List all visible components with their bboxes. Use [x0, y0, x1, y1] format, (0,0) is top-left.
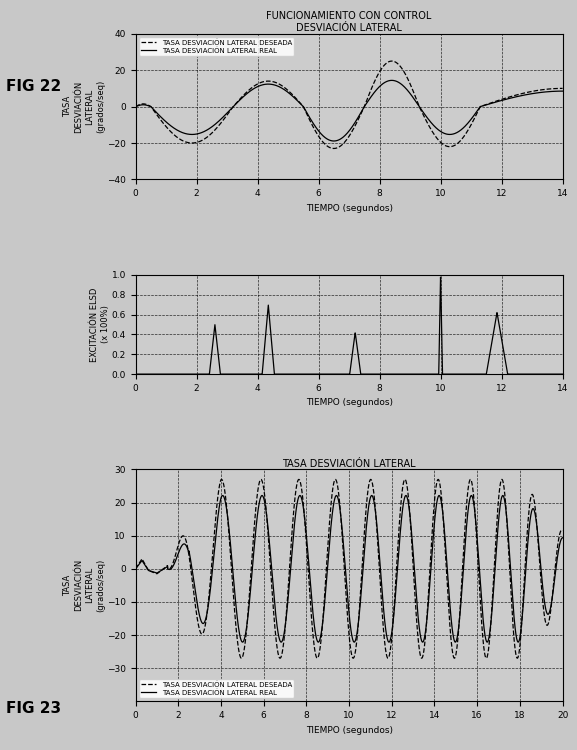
TASA DESVIACIÓN LATERAL REAL: [331, 136, 338, 146]
Line: TASA DESVIACIÓN LATERAL DESEADA: TASA DESVIACIÓN LATERAL DESEADA: [136, 479, 563, 658]
TASA DESVIACIÓN LATERAL DESEADA: [331, 144, 338, 153]
TASA DESVIACIÓN LATERAL DESEADA: [315, 652, 322, 661]
TASA DESVIACIÓN LATERAL REAL: [132, 564, 139, 573]
TASA DESVIACIÓN LATERAL REAL: [559, 86, 566, 95]
TASA DESVIACIÓN LATERAL DESEADA: [391, 57, 398, 66]
Text: FIG 22: FIG 22: [6, 79, 61, 94]
Legend: TASA DESVIACIÓN LATERAL DESEADA, TASA DESVIACIÓN LATERAL REAL: TASA DESVIACIÓN LATERAL DESEADA, TASA DE…: [139, 38, 294, 56]
TASA DESVIACIÓN LATERAL REAL: [312, 626, 319, 634]
TASA DESVIACIÓN LATERAL DESEADA: [335, 489, 342, 498]
Y-axis label: TASA
DESVIACIÓN
LATERAL
(grados/seq): TASA DESVIACIÓN LATERAL (grados/seq): [63, 559, 106, 612]
TASA DESVIACIÓN LATERAL REAL: [557, 87, 564, 96]
Title: TASA DESVIACIÓN LATERAL: TASA DESVIACIÓN LATERAL: [282, 459, 416, 469]
TASA DESVIACIÓN LATERAL DESEADA: [557, 84, 564, 93]
TASA DESVIACIÓN LATERAL DESEADA: [559, 84, 566, 93]
TASA DESVIACIÓN LATERAL DESEADA: [291, 92, 298, 101]
TASA DESVIACIÓN LATERAL REAL: [484, 100, 490, 109]
TASA DESVIACIÓN LATERAL DESEADA: [469, 118, 475, 128]
TASA DESVIACIÓN LATERAL DESEADA: [312, 648, 319, 657]
TASA DESVIACIÓN LATERAL DESEADA: [443, 558, 449, 567]
TASA DESVIACIÓN LATERAL REAL: [559, 533, 566, 542]
TASA DESVIACIÓN LATERAL DESEADA: [546, 614, 553, 622]
TASA DESVIACIÓN LATERAL REAL: [546, 607, 553, 616]
TASA DESVIACIÓN LATERAL REAL: [525, 531, 532, 540]
TASA DESVIACIÓN LATERAL REAL: [315, 638, 322, 646]
TASA DESVIACIÓN LATERAL REAL: [469, 113, 475, 122]
X-axis label: TIEMPO (segundos): TIEMPO (segundos): [306, 398, 392, 407]
TASA DESVIACIÓN LATERAL DESEADA: [484, 100, 490, 109]
TASA DESVIACIÓN LATERAL DESEADA: [525, 512, 532, 521]
Text: FIG 23: FIG 23: [6, 701, 61, 716]
TASA DESVIACIÓN LATERAL REAL: [335, 496, 342, 505]
Line: TASA DESVIACIÓN LATERAL REAL: TASA DESVIACIÓN LATERAL REAL: [136, 496, 563, 642]
TASA DESVIACIÓN LATERAL DESEADA: [238, 654, 245, 663]
Line: TASA DESVIACIÓN LATERAL REAL: TASA DESVIACIÓN LATERAL REAL: [136, 80, 563, 141]
TASA DESVIACIÓN LATERAL REAL: [325, 135, 332, 144]
Legend: TASA DESVIACIÓN LATERAL DESEADA, TASA DESVIACIÓN LATERAL REAL: TASA DESVIACIÓN LATERAL DESEADA, TASA DE…: [139, 680, 294, 698]
TASA DESVIACIÓN LATERAL DESEADA: [559, 526, 566, 535]
TASA DESVIACIÓN LATERAL REAL: [391, 76, 398, 85]
Y-axis label: TASA
DESVIACIÓN
LATERAL
(grados/seq): TASA DESVIACIÓN LATERAL (grados/seq): [63, 80, 106, 134]
TASA DESVIACIÓN LATERAL REAL: [443, 547, 449, 556]
TASA DESVIACIÓN LATERAL REAL: [333, 491, 340, 500]
Title: FUNCIONAMIENTO CON CONTROL
DESVIACIÓN LATERAL: FUNCIONAMIENTO CON CONTROL DESVIACIÓN LA…: [267, 11, 432, 33]
TASA DESVIACIÓN LATERAL DESEADA: [132, 564, 139, 573]
X-axis label: TIEMPO (segundos): TIEMPO (segundos): [306, 725, 392, 734]
TASA DESVIACIÓN LATERAL DESEADA: [295, 475, 302, 484]
X-axis label: TIEMPO (segundos): TIEMPO (segundos): [306, 204, 392, 213]
TASA DESVIACIÓN LATERAL REAL: [388, 76, 395, 85]
Line: TASA DESVIACIÓN LATERAL DESEADA: TASA DESVIACIÓN LATERAL DESEADA: [136, 61, 563, 148]
TASA DESVIACIÓN LATERAL DESEADA: [132, 102, 139, 111]
TASA DESVIACIÓN LATERAL REAL: [385, 638, 392, 646]
TASA DESVIACIÓN LATERAL REAL: [132, 102, 139, 111]
TASA DESVIACIÓN LATERAL DESEADA: [388, 56, 395, 65]
TASA DESVIACIÓN LATERAL DESEADA: [325, 142, 332, 152]
Y-axis label: EXCITACIÓN ELSD
(x 100%): EXCITACIÓN ELSD (x 100%): [90, 287, 110, 362]
TASA DESVIACIÓN LATERAL REAL: [291, 93, 298, 102]
